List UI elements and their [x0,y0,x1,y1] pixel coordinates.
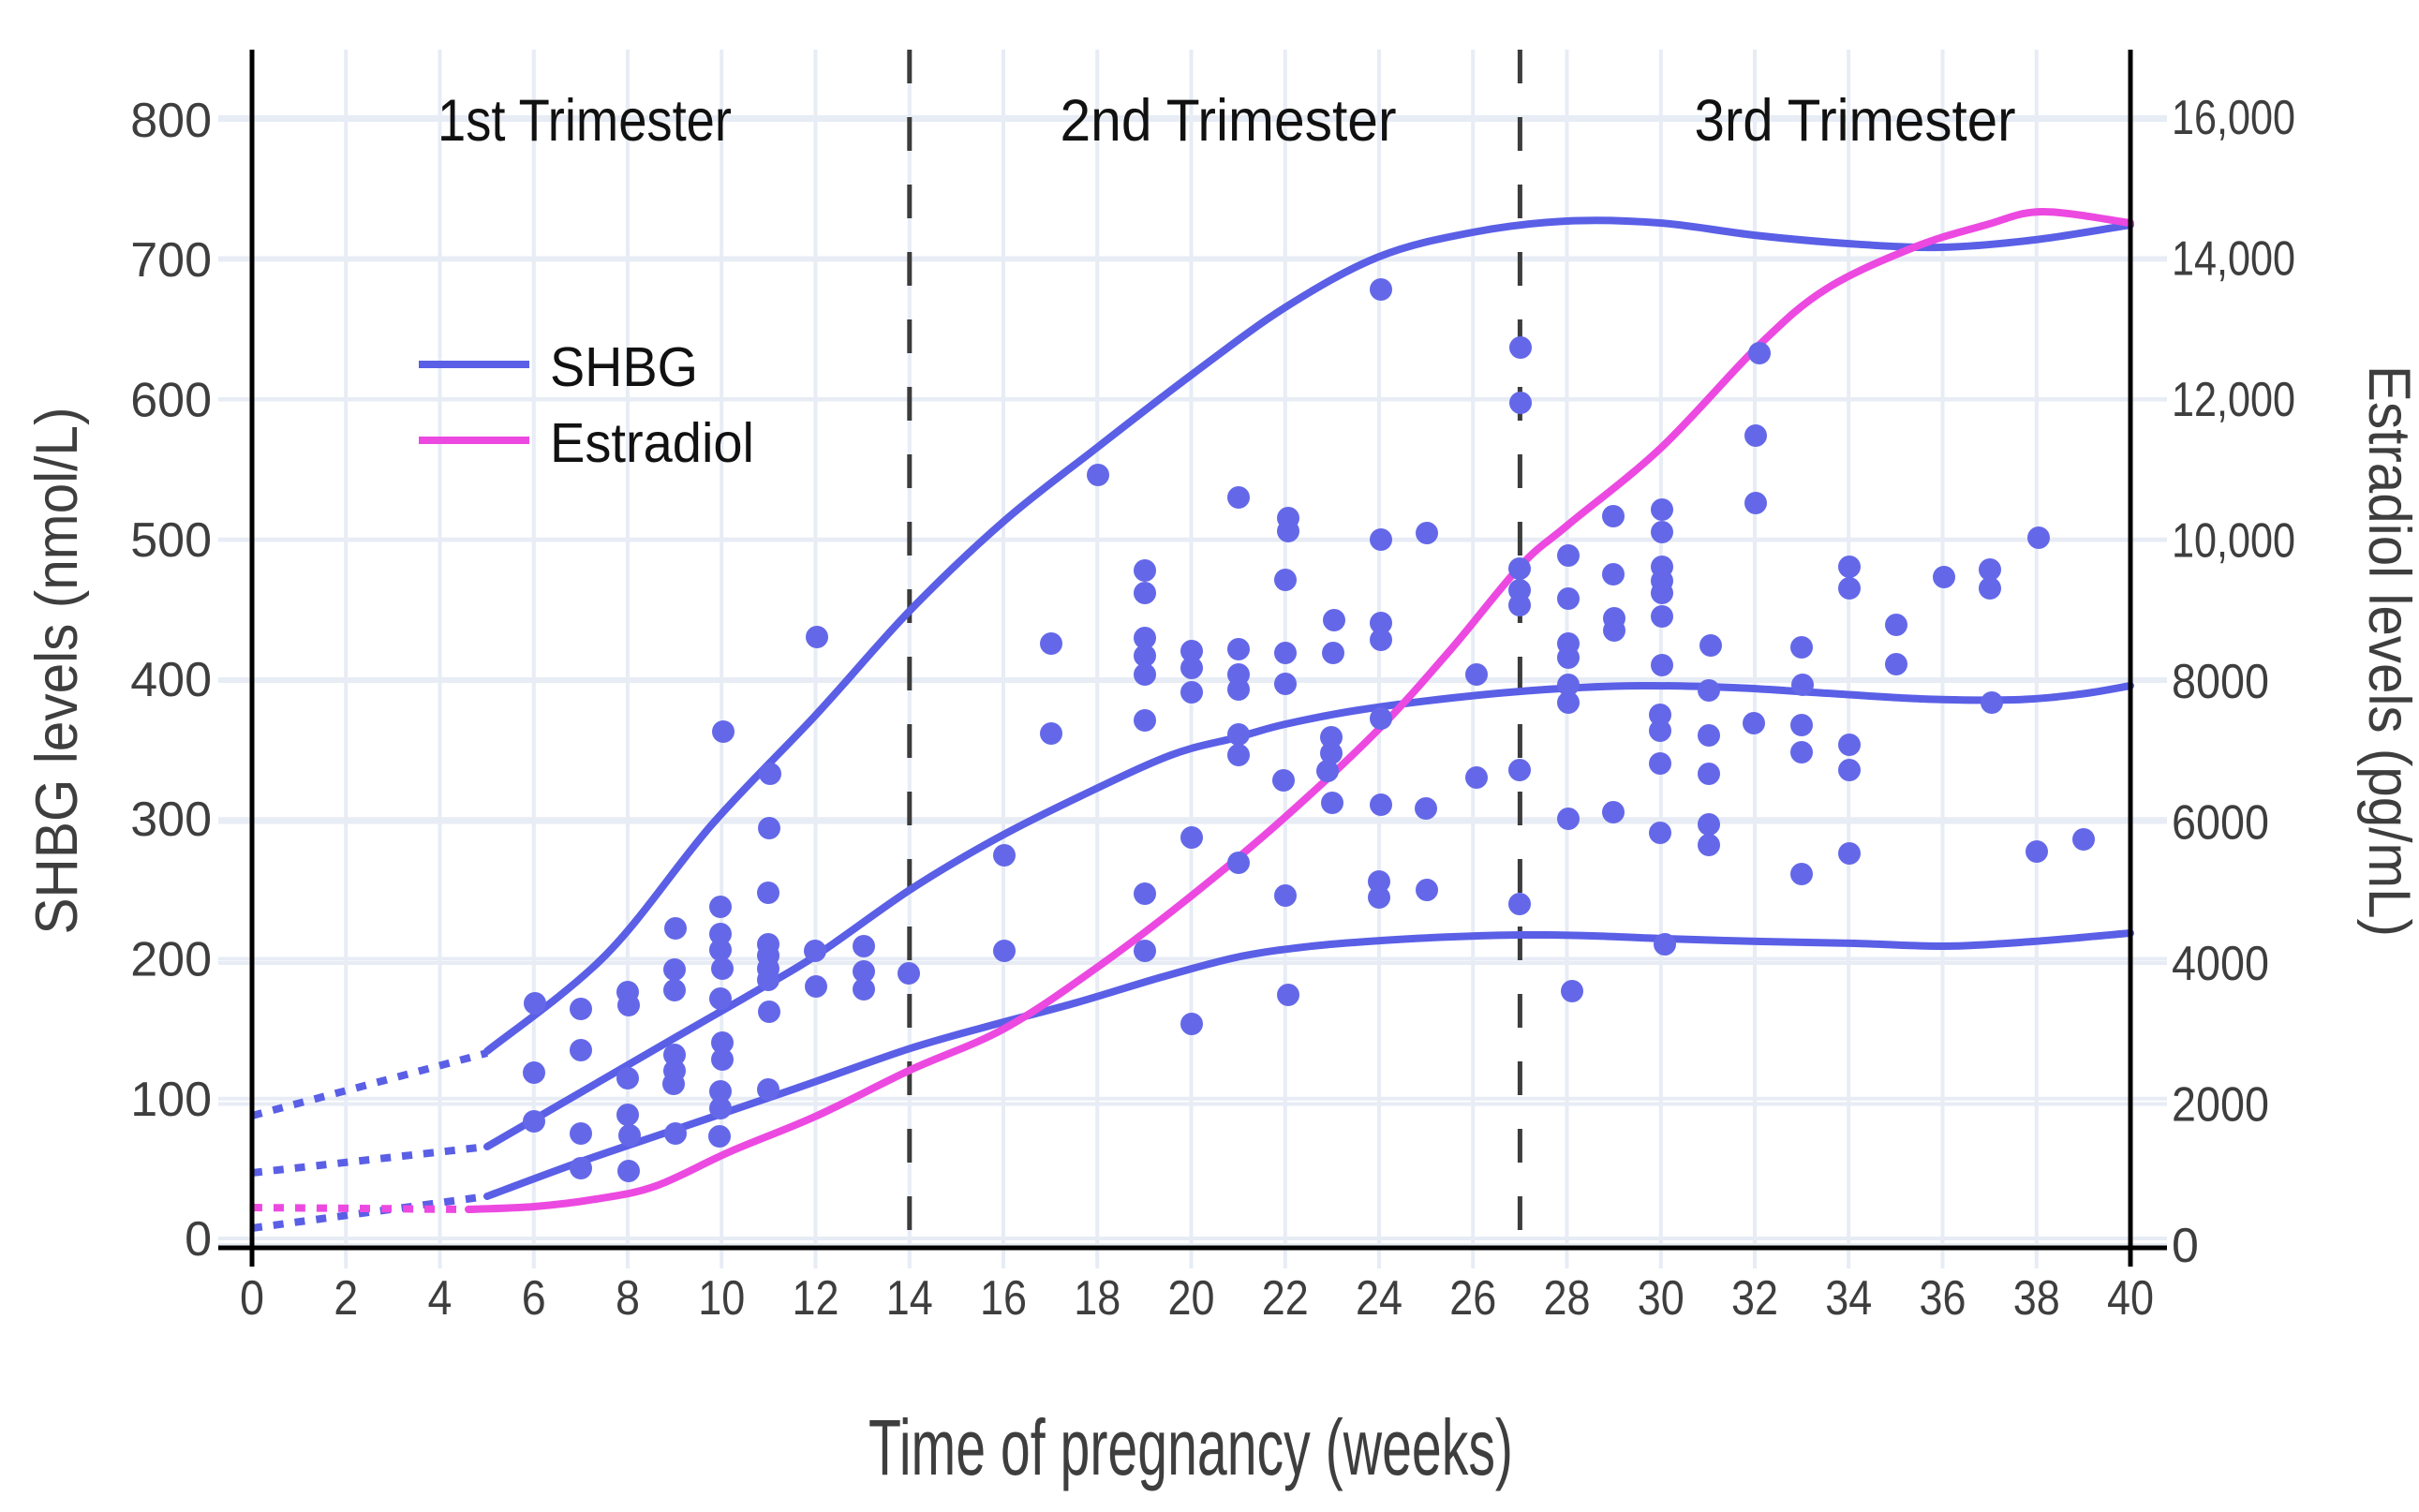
svg-text:100: 100 [130,1073,212,1127]
svg-text:6000: 6000 [2172,796,2269,851]
svg-text:600: 600 [130,374,212,428]
svg-text:6: 6 [522,1271,546,1326]
svg-text:2000: 2000 [2172,1078,2269,1133]
svg-text:800: 800 [130,94,212,148]
svg-text:18: 18 [1074,1271,1120,1326]
svg-text:10,000: 10,000 [2172,514,2295,569]
svg-text:10: 10 [698,1271,745,1326]
svg-text:12,000: 12,000 [2172,373,2295,427]
svg-text:34: 34 [1825,1271,1872,1326]
svg-text:Estradiol levels (pg/mL): Estradiol levels (pg/mL) [2356,365,2419,937]
svg-text:28: 28 [1544,1271,1591,1326]
svg-text:14,000: 14,000 [2172,232,2295,287]
svg-text:2nd Trimester: 2nd Trimester [1061,88,1397,154]
svg-text:0: 0 [185,1212,212,1267]
svg-text:12: 12 [793,1271,839,1326]
svg-text:400: 400 [130,653,212,707]
svg-text:4: 4 [428,1271,453,1326]
svg-text:500: 500 [130,513,212,568]
svg-text:Estradiol: Estradiol [550,412,754,474]
svg-text:1st Trimester: 1st Trimester [438,88,732,154]
svg-text:16: 16 [980,1271,1027,1326]
svg-text:0: 0 [240,1271,264,1326]
svg-text:8: 8 [616,1271,640,1326]
svg-text:4000: 4000 [2172,937,2269,991]
svg-text:26: 26 [1449,1271,1496,1326]
svg-text:22: 22 [1262,1271,1309,1326]
svg-text:30: 30 [1638,1271,1684,1326]
svg-text:38: 38 [2013,1271,2060,1326]
svg-text:300: 300 [130,793,212,847]
svg-text:8000: 8000 [2172,655,2269,709]
svg-text:36: 36 [1920,1271,1966,1326]
svg-text:SHBG: SHBG [550,336,698,398]
svg-text:700: 700 [130,233,212,288]
svg-text:40: 40 [2107,1271,2154,1326]
svg-text:Time of pregnancy (weeks): Time of pregnancy (weeks) [868,1403,1513,1491]
svg-text:16,000: 16,000 [2172,91,2295,145]
svg-text:14: 14 [886,1271,933,1326]
svg-text:24: 24 [1356,1271,1402,1326]
svg-text:200: 200 [130,933,212,987]
svg-text:3rd Trimester: 3rd Trimester [1695,88,2016,154]
svg-text:20: 20 [1168,1271,1215,1326]
svg-text:SHBG levels (nmol/L): SHBG levels (nmol/L) [24,408,90,935]
svg-text:32: 32 [1731,1271,1778,1326]
svg-text:0: 0 [2172,1219,2199,1273]
svg-text:2: 2 [334,1271,358,1326]
